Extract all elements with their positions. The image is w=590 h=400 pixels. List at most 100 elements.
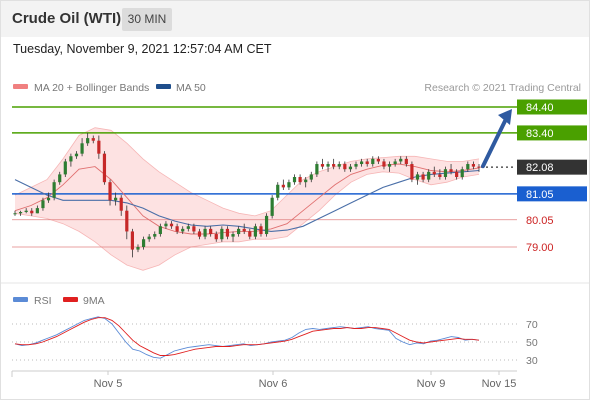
main-legend: MA 20 + Bollinger Bands MA 50 Research ©… [13,82,581,94]
candle-body [18,212,23,214]
candle-body [455,171,459,177]
rsi-line [14,316,480,359]
rsi-tick-label-70: 70 [526,319,538,331]
candle-body [466,164,470,170]
candle-body [460,169,464,177]
rsi-legend-label: RSI [34,295,52,307]
copyright-text: Research © 2021 Trading Central [424,82,581,94]
candle-body [102,153,107,183]
candle-body [337,164,341,167]
candle-body [74,153,79,157]
rsi-legend-swatch [13,297,28,302]
rsi-ma-legend-swatch [63,297,78,302]
candle-body [209,228,213,235]
ma50-legend-swatch [156,84,171,89]
last-price-label-box [517,159,587,175]
timeframe-button[interactable]: 30 MIN [122,8,172,31]
ma20-legend-label: MA 20 + Bollinger Bands [34,82,149,94]
x-tick-label: Nov 5 [94,378,123,390]
candle-body [114,197,118,201]
candle-body [13,213,17,215]
candle-body [427,171,431,180]
candle-body [404,158,408,165]
level-label-box-84.40 [517,99,587,115]
candle-body [153,234,157,237]
rsi-ma-legend-label: 9MA [83,295,105,307]
candle-body [471,164,476,167]
rsi-ma-line [14,317,480,356]
bollinger-band-layer [14,127,480,271]
forecast-arrow-head [498,109,512,125]
candle-body [343,164,347,170]
candle-body [432,171,436,175]
candle-body [181,228,185,232]
candle-body [270,197,274,216]
candle-body [332,164,336,167]
candle-body [35,208,39,214]
candle-body [399,158,403,162]
rsi-tick-label-50: 50 [526,337,538,349]
candle-body [382,161,386,167]
candle-body [292,177,297,183]
candle-body [91,138,95,141]
candle-body [393,161,397,165]
candle-body [214,234,218,240]
ma50-legend-label: MA 50 [176,82,206,94]
candle-body [360,161,364,165]
candle-body [309,174,313,180]
chart-header: Crude Oil (WTI) 30 MIN [1,1,589,37]
candle-body [231,234,235,237]
candle-body [449,169,453,172]
candle-body [192,226,196,232]
candle-body [130,231,134,250]
candle-body [46,197,51,201]
x-axis-labels: Nov 5 Nov 6 Nov 9 Nov 15 [94,371,517,390]
candle-body [52,182,56,198]
level-label-84.40: 84.40 [526,102,554,114]
rsi-tick-label-30: 30 [526,355,538,367]
candle-body [24,210,28,212]
candle-body [287,182,291,188]
level-label-80.05: 80.05 [526,215,554,227]
candle-body [376,158,380,162]
instrument-title: Crude Oil (WTI) [12,10,122,27]
candle-body [125,210,129,232]
candle-body [63,161,67,175]
candle-body [80,143,84,154]
candle-body [158,226,162,235]
x-tick-label: Nov 6 [259,378,288,390]
candle-body [248,231,252,237]
level-label-box-81.05 [517,186,587,202]
candle-body [58,174,62,183]
ma20-legend-swatch [13,84,28,89]
ma50-line [14,169,480,232]
level-label-box-83.40 [517,125,587,141]
candle-body [410,164,414,180]
candle-body [387,164,392,167]
candle-body [365,161,369,165]
candle-body [438,174,442,177]
candle-body [477,166,481,168]
rsi-legend: RSI 9MA [13,295,105,307]
x-tick-label: Nov 9 [417,378,446,390]
candle-body [415,174,420,180]
candle-body [320,164,325,167]
candle-body [225,228,230,237]
candle-body [264,215,269,235]
candle-body [86,138,90,144]
candle-body [175,226,179,232]
forecast-arrow-shaft [481,117,508,169]
candle-body [421,174,425,180]
level-label-79.00: 79.00 [526,242,554,254]
candle-body [164,223,168,227]
x-tick-label: Nov 15 [482,378,517,390]
candle-body [141,239,146,247]
candle-body [371,158,375,165]
level-labels-layer: 84.40 83.40 82.08 81.05 80.05 79.00 [517,99,587,254]
ma20-line [14,163,480,235]
candle-body [136,247,140,250]
candle-body [237,228,241,235]
bollinger-lower-line [14,171,480,271]
